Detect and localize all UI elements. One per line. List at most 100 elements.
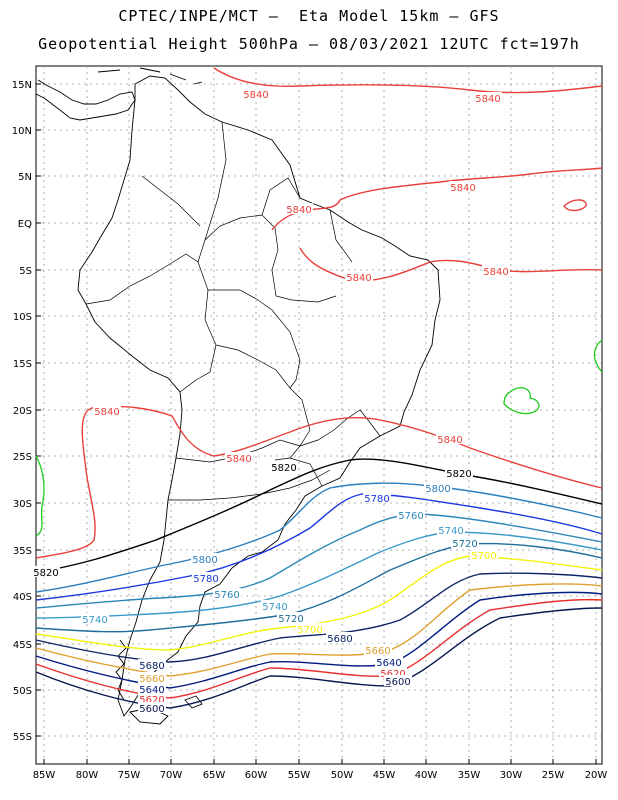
contour-label-5840: 5840	[286, 205, 311, 216]
contour-label-bg	[138, 702, 166, 713]
lon-tick-label: 85W	[33, 770, 56, 781]
contour-label-5760: 5760	[214, 590, 239, 601]
contour-5840	[213, 67, 603, 94]
contour-label-5720: 5720	[278, 614, 303, 625]
lon-tick-label: 40W	[415, 770, 438, 781]
lat-tick-label: 40S	[13, 592, 32, 603]
contour-label-5840: 5840	[450, 183, 475, 194]
contour-label-bg	[192, 572, 220, 583]
lat-tick-label: 50S	[13, 686, 32, 697]
contour-label-bg	[138, 683, 166, 694]
contour-label-5700: 5700	[471, 551, 496, 562]
contour-label-bg	[93, 405, 121, 416]
contour-label-bg	[213, 588, 241, 599]
contour-label-5600: 5600	[385, 677, 410, 688]
contour-label-bg	[451, 537, 479, 548]
contour-5840	[299, 247, 603, 282]
contour-label-5840: 5840	[475, 94, 500, 105]
contour-label-bg	[424, 482, 452, 493]
contour-label-bg	[449, 181, 477, 192]
contour-label-5840: 5840	[437, 435, 462, 446]
contour-label-bg	[225, 452, 253, 463]
contour-label-bg	[437, 524, 465, 535]
contour-label-5720: 5720	[452, 539, 477, 550]
lon-tick-label: 50W	[331, 770, 354, 781]
green-contours	[35, 339, 603, 537]
contour-label-bg	[482, 265, 510, 276]
contour-label-5680: 5680	[327, 634, 352, 645]
contour-label-5820: 5820	[446, 469, 471, 480]
caribbean-islands	[97, 67, 203, 85]
map-title-line-1: CPTEC/INPE/MCT – Eta Model 15km – GFS	[118, 7, 500, 25]
south-america-coastline	[77, 75, 441, 717]
contour-label-bg	[326, 632, 354, 643]
green-contour-west	[35, 455, 45, 537]
contour-label-bg	[345, 271, 373, 282]
country-borders	[85, 121, 381, 501]
contour-label-5700: 5700	[297, 625, 322, 636]
lon-tick-label: 60W	[245, 770, 268, 781]
contour-label-5760: 5760	[398, 511, 423, 522]
contour-label-bg	[138, 659, 166, 670]
contour-label-bg	[379, 667, 407, 678]
contour-label-5660: 5660	[139, 674, 164, 685]
lon-tick-label: 55W	[288, 770, 311, 781]
contour-label-5740: 5740	[262, 602, 287, 613]
lon-tick-label: 80W	[76, 770, 99, 781]
falkland-islands	[184, 695, 203, 709]
contour-label-bg	[384, 675, 412, 686]
contour-label-bg	[445, 467, 473, 478]
contour-label-bg	[470, 549, 498, 560]
contour-label-bg	[296, 623, 324, 634]
contour-5820	[35, 458, 603, 573]
lat-tick-label: 10S	[13, 312, 32, 323]
lon-tick-label: 30W	[500, 770, 523, 781]
contour-label-5840: 5840	[483, 267, 508, 278]
map-title-line-2: Geopotential Height 500hPa – 08/03/2021 …	[38, 35, 580, 53]
map-frame	[35, 65, 603, 765]
contour-label-5820: 5820	[33, 568, 58, 579]
contour-label-5800: 5800	[425, 484, 450, 495]
lat-tick-label: 55S	[13, 732, 32, 743]
contour-label-5620: 5620	[139, 695, 164, 706]
contour-label-5680: 5680	[139, 661, 164, 672]
contour-label-bg	[32, 566, 60, 577]
lon-tick-label: 20W	[585, 770, 608, 781]
contour-label-bg	[375, 656, 403, 667]
contour-5740	[35, 531, 603, 619]
lat-tick-label: 5S	[19, 266, 32, 277]
contour-5760	[35, 513, 603, 609]
contour-label-5780: 5780	[193, 574, 218, 585]
contour-label-bg	[364, 644, 392, 655]
contour-label-5620: 5620	[380, 669, 405, 680]
contour-label-bg	[270, 461, 298, 472]
contour-label-5600: 5600	[139, 704, 164, 715]
lon-tick-label: 25W	[542, 770, 565, 781]
lat-tick-label: 30S	[13, 499, 32, 510]
contour-label-bg	[81, 613, 109, 624]
contour-label-5820: 5820	[271, 463, 296, 474]
axis-tick-labels: 15N10N5NEQ5S10S15S20S25S30S35S40S45S50S5…	[12, 80, 608, 781]
contour-5680	[35, 572, 603, 663]
contour-label-bg	[277, 612, 305, 623]
contour-label-5840: 5840	[346, 273, 371, 284]
lon-tick-label: 45W	[373, 770, 396, 781]
lon-tick-label: 70W	[160, 770, 183, 781]
lat-tick-label: EQ	[18, 219, 32, 230]
lon-tick-label: 75W	[118, 770, 141, 781]
contour-5720	[35, 542, 603, 633]
contour-5840	[35, 405, 603, 559]
contour-label-5660: 5660	[365, 646, 390, 657]
contour-label-5800: 5800	[192, 555, 217, 566]
contour-label-5640: 5640	[139, 685, 164, 696]
green-contour-atlantic	[503, 387, 540, 415]
lat-tick-label: 25S	[13, 452, 32, 463]
lat-tick-label: 20S	[13, 406, 32, 417]
lat-tick-label: 15S	[13, 359, 32, 370]
lon-tick-label: 65W	[203, 770, 226, 781]
contour-5780	[35, 493, 603, 601]
contour-5840	[563, 199, 587, 212]
contour-5800	[35, 482, 603, 593]
contour-label-bg	[436, 433, 464, 444]
